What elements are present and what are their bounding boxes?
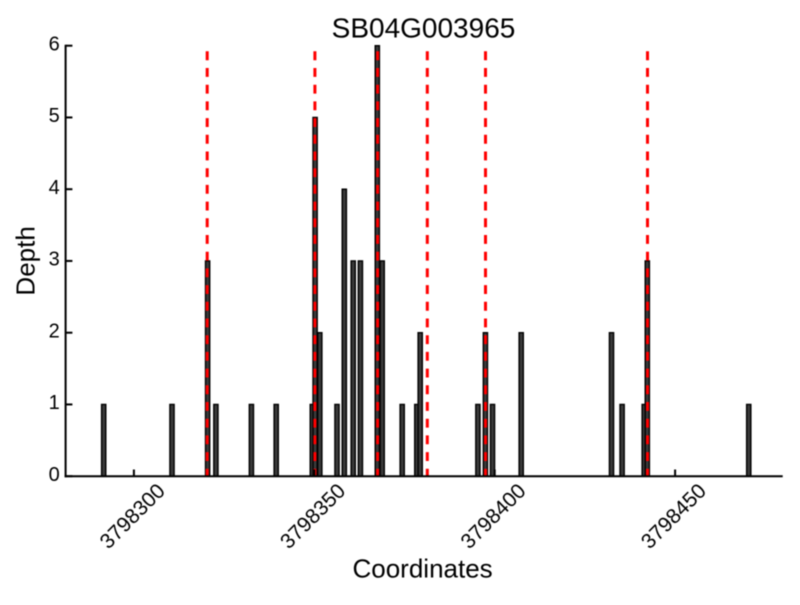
svg-text:3: 3 <box>49 249 60 271</box>
svg-text:1: 1 <box>49 392 60 414</box>
svg-text:6: 6 <box>49 33 60 55</box>
svg-text:5: 5 <box>49 105 60 127</box>
svg-text:4: 4 <box>49 177 60 199</box>
svg-text:Coordinates: Coordinates <box>352 553 492 583</box>
svg-text:Depth: Depth <box>11 226 41 295</box>
svg-text:0: 0 <box>49 464 60 486</box>
svg-text:2: 2 <box>49 320 60 342</box>
svg-text:SB04G003965: SB04G003965 <box>332 12 516 43</box>
